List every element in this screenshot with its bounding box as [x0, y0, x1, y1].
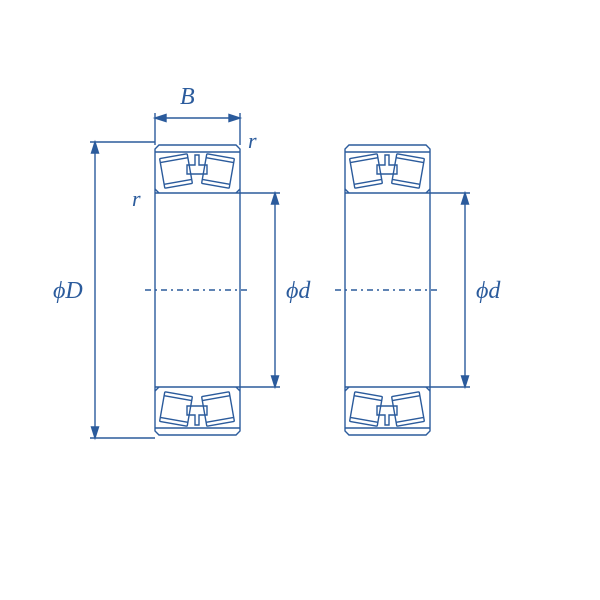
label-phi-D: ϕD — [53, 278, 83, 305]
label-r-side: r — [132, 186, 141, 212]
dimension-B — [155, 113, 240, 145]
label-phi-d-left: ϕd — [286, 278, 310, 305]
diagram-container: ϕD ϕd ϕd B r r — [0, 0, 600, 600]
label-B: B — [180, 84, 195, 111]
label-phi-d-right: ϕd — [476, 278, 500, 305]
label-r-top: r — [248, 128, 257, 154]
